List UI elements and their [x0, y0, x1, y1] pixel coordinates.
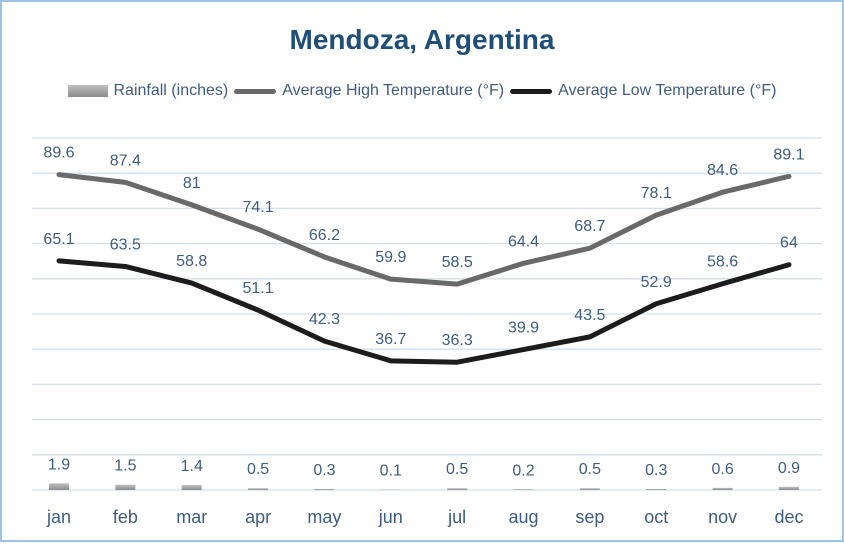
high-temp-label: 66.2 — [309, 227, 340, 244]
rainfall-label: 1.4 — [181, 458, 203, 475]
high-temp-label: 68.7 — [574, 218, 605, 235]
low-temp-label: 39.9 — [508, 320, 539, 337]
month-label: apr — [245, 507, 271, 527]
high-temp-line — [59, 175, 789, 284]
rainfall-bar — [646, 489, 666, 490]
high-temp-label: 59.9 — [375, 249, 406, 266]
month-label: jan — [46, 507, 71, 527]
low-temp-label: 51.1 — [243, 280, 274, 297]
high-temp-label: 84.6 — [707, 162, 738, 179]
month-label: feb — [113, 507, 138, 527]
month-label: mar — [176, 507, 207, 527]
month-label: nov — [708, 507, 737, 527]
rainfall-label: 1.5 — [114, 458, 136, 475]
rainfall-label: 1.9 — [48, 456, 70, 473]
rainfall-bar — [514, 489, 534, 490]
rainfall-label: 0.5 — [446, 461, 468, 478]
rainfall-bar — [779, 487, 799, 490]
high-temp-label: 89.6 — [43, 145, 74, 162]
month-label: aug — [508, 507, 538, 527]
month-label: jun — [378, 507, 403, 527]
high-temp-label: 74.1 — [243, 199, 274, 216]
low-temp-label: 64 — [780, 235, 798, 252]
rainfall-bar — [447, 488, 467, 490]
low-temp-label: 58.6 — [707, 254, 738, 271]
high-temp-label: 64.4 — [508, 233, 539, 250]
low-temp-label: 52.9 — [641, 274, 672, 291]
month-label: jul — [447, 507, 466, 527]
high-temp-label: 89.1 — [773, 146, 804, 163]
rainfall-bar — [49, 483, 69, 490]
rainfall-label: 0.5 — [247, 461, 269, 478]
low-temp-label: 58.8 — [176, 253, 207, 270]
high-temp-label: 87.4 — [110, 152, 141, 169]
month-label: oct — [644, 507, 668, 527]
rainfall-label: 0.1 — [380, 463, 402, 480]
low-temp-label: 65.1 — [43, 231, 74, 248]
rainfall-bar — [580, 488, 600, 490]
low-temp-line — [59, 261, 789, 362]
rainfall-bar — [248, 488, 268, 490]
rainfall-bar — [713, 488, 733, 490]
high-temp-label: 81 — [183, 175, 201, 192]
low-temp-label: 36.3 — [442, 332, 473, 349]
month-label: sep — [575, 507, 604, 527]
high-temp-label: 78.1 — [641, 185, 672, 202]
rainfall-label: 0.2 — [512, 462, 534, 479]
rainfall-label: 0.3 — [313, 462, 335, 479]
low-temp-label: 36.7 — [375, 331, 406, 348]
low-temp-label: 43.5 — [574, 307, 605, 324]
rainfall-label: 0.6 — [711, 461, 733, 478]
rainfall-bar — [182, 485, 202, 490]
month-label: dec — [774, 507, 803, 527]
high-temp-label: 58.5 — [442, 254, 473, 271]
rainfall-label: 0.9 — [778, 460, 800, 477]
low-temp-label: 63.5 — [110, 236, 141, 253]
low-temp-label: 42.3 — [309, 311, 340, 328]
month-label: may — [307, 507, 341, 527]
rainfall-bar — [115, 485, 135, 490]
rainfall-label: 0.5 — [579, 461, 601, 478]
rainfall-bar — [314, 489, 334, 490]
rainfall-label: 0.3 — [645, 462, 667, 479]
